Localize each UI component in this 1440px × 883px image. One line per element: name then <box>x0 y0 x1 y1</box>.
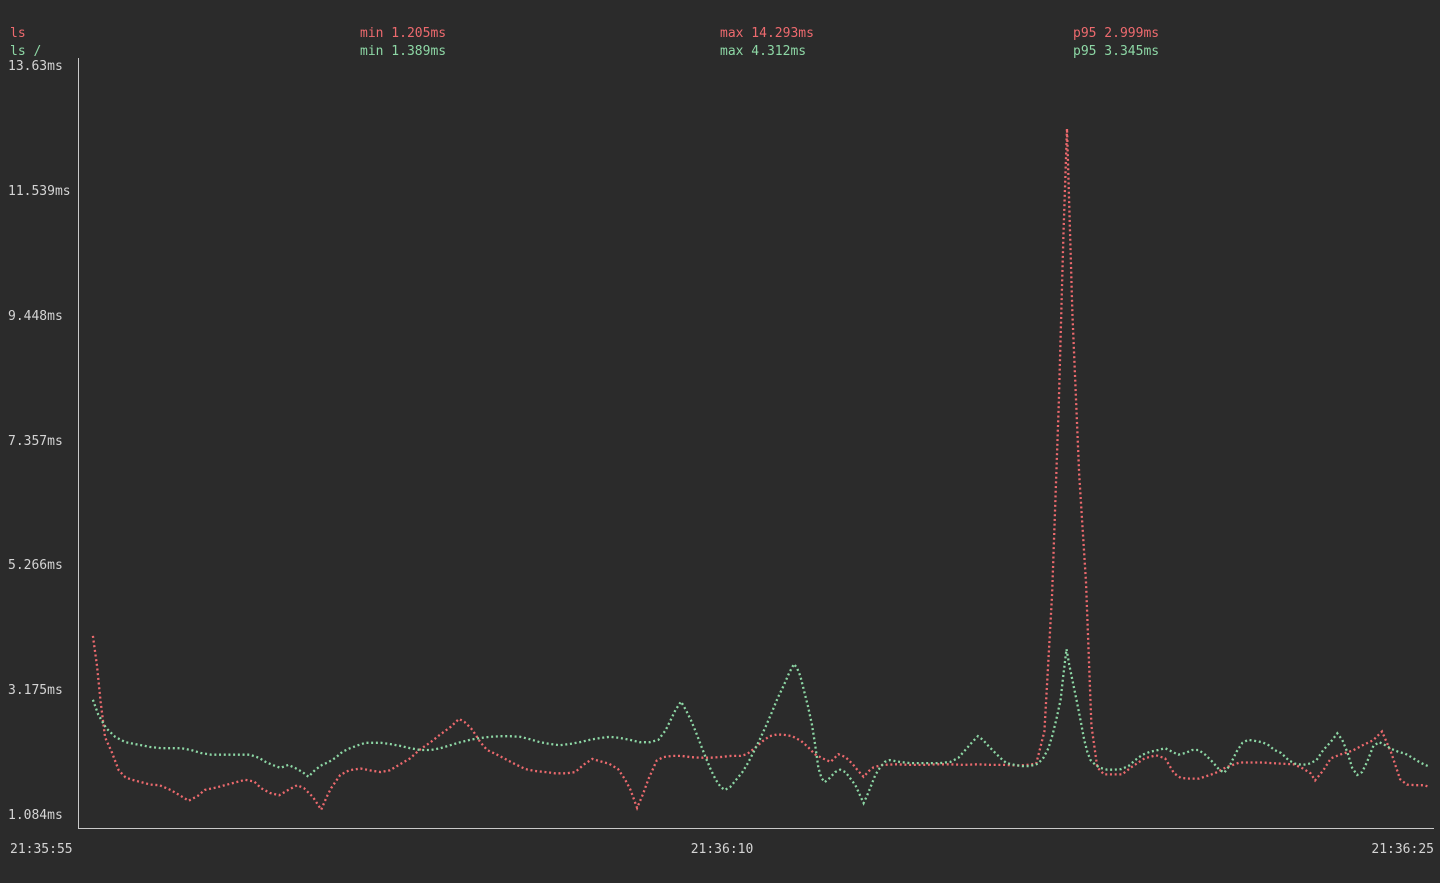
y-tick-label: 7.357ms <box>8 433 63 449</box>
y-tick-label: 1.084ms <box>8 808 63 823</box>
x-tick-label: 21:36:25 <box>1371 842 1434 857</box>
x-tick-label: 21:35:55 <box>10 842 73 857</box>
y-tick-label: 3.175ms <box>8 683 63 699</box>
y-tick-label: 9.448ms <box>8 308 63 324</box>
stat-p95-red: p95 2.999ms <box>1073 26 1160 41</box>
y-tick-label: 13.63ms <box>8 59 63 74</box>
legend-series-2-label: ls / <box>10 44 42 59</box>
stat-p95-green: p95 3.345ms <box>1073 44 1160 59</box>
series-line-1 <box>91 128 1430 813</box>
y-tick-label: 5.266ms <box>8 558 63 574</box>
stat-max-green: max 4.312ms <box>720 44 807 59</box>
y-tick-label: 11.539ms <box>8 183 71 199</box>
x-tick-label: 21:36:10 <box>690 842 754 857</box>
stat-min-red: min 1.205ms <box>360 26 447 41</box>
legend-series-1-label: ls <box>10 26 26 41</box>
stat-min-green: min 1.389ms <box>360 44 447 59</box>
stat-max-red: max 14.293ms <box>720 26 814 41</box>
chart-axes <box>78 58 1434 829</box>
series-line-2 <box>91 648 1430 806</box>
